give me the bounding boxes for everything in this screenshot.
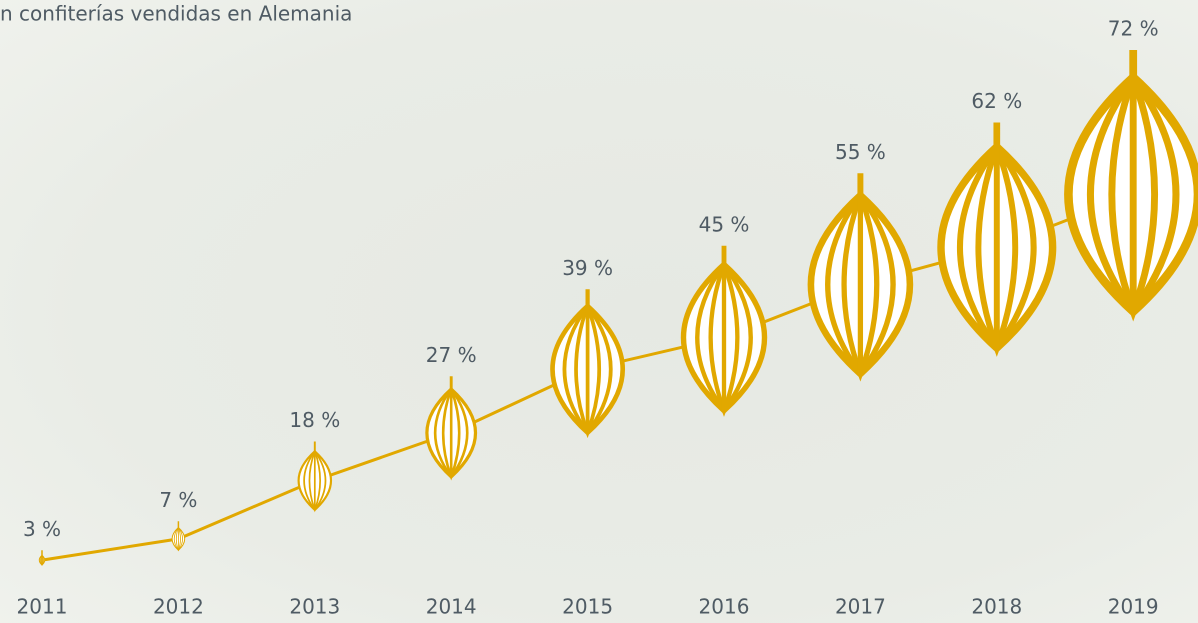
- x-tick-label: 2015: [562, 595, 613, 619]
- data-label: 55 %: [835, 140, 886, 164]
- chart-title: n confiterías vendidas en Alemania: [0, 2, 352, 26]
- x-tick-label: 2011: [17, 595, 68, 619]
- x-tick-label: 2014: [426, 595, 477, 619]
- chart: n confiterías vendidas en Alemania 2011 3…: [0, 0, 1198, 623]
- x-tick-label: 2019: [1108, 595, 1159, 619]
- data-label: 7 %: [159, 488, 197, 512]
- x-tick-label: 2012: [153, 595, 204, 619]
- data-label: 62 %: [971, 89, 1022, 113]
- data-label: 72 %: [1108, 17, 1159, 41]
- data-label: 39 %: [562, 256, 613, 280]
- x-tick-label: 2016: [699, 595, 750, 619]
- data-label: 3 %: [23, 517, 61, 541]
- data-label: 18 %: [289, 408, 340, 432]
- data-label: 27 %: [426, 343, 477, 367]
- x-tick-label: 2013: [289, 595, 340, 619]
- data-label: 45 %: [699, 212, 750, 236]
- x-tick-label: 2018: [971, 595, 1022, 619]
- x-tick-label: 2017: [835, 595, 886, 619]
